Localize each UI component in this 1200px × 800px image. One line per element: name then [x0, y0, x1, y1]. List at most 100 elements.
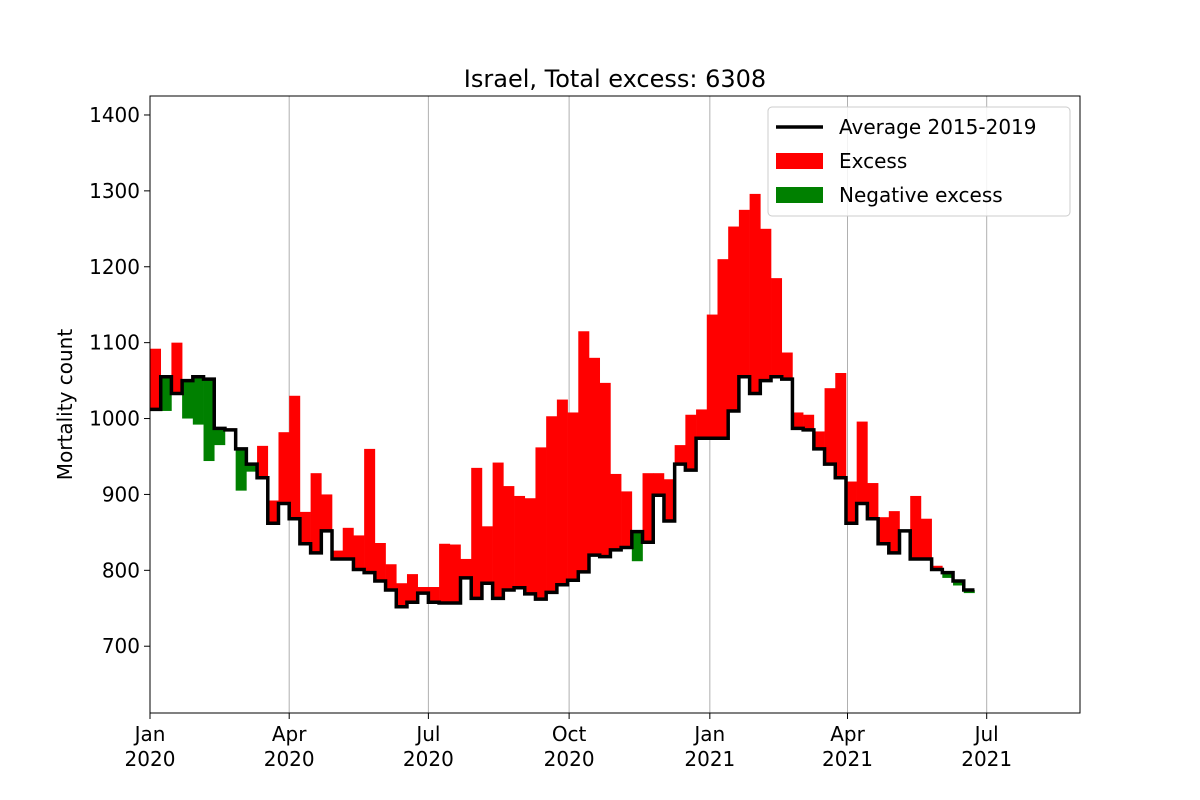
excess-bar: [428, 587, 440, 603]
baseline-line-layer: [150, 375, 975, 609]
excess-bar: [599, 382, 611, 557]
chart-title: Israel, Total excess: 6308: [464, 65, 766, 93]
legend: Average 2015-2019 Excess Negative excess: [767, 106, 1071, 217]
excess-bar: [546, 416, 558, 593]
x-tick-label-month: Apr: [830, 722, 865, 746]
excess-bar: [556, 399, 568, 585]
excess-bar: [278, 432, 290, 504]
excess-bar: [567, 412, 579, 581]
excess-bar: [845, 481, 857, 524]
excess-bar: [385, 564, 397, 591]
excess-bar: [835, 373, 847, 478]
excess-bar: [321, 494, 333, 531]
excess-bar: [171, 342, 183, 394]
legend-swatch-excess: [776, 153, 823, 169]
x-tick-label-month: Jul: [414, 722, 440, 746]
baseline-average-line: [150, 375, 975, 609]
x-tick-label-year: 2020: [264, 747, 315, 771]
excess-bar: [920, 518, 932, 559]
x-tick-label-month: Oct: [552, 722, 587, 746]
y-axis-label: Mortality count: [53, 329, 77, 481]
y-tick-label: 1000: [89, 407, 140, 431]
legend-swatch-negative-excess: [776, 187, 823, 203]
excess-bar: [621, 491, 633, 548]
excess-bar: [535, 447, 547, 600]
excess-bar: [267, 500, 279, 524]
negative-excess-bar: [631, 531, 643, 562]
x-axis-ticks: Jan2020Apr2020Jul2020Oct2020Jan2021Apr20…: [125, 713, 1012, 771]
excess-bar: [931, 565, 943, 570]
legend-label-excess: Excess: [839, 149, 907, 173]
excess-bar: [299, 511, 311, 544]
excess-bar: [310, 473, 322, 553]
excess-bar: [824, 388, 836, 465]
excess-bar: [417, 587, 429, 594]
y-tick-label: 1200: [89, 255, 140, 279]
excess-bar: [449, 544, 461, 603]
excess-bar: [653, 473, 665, 496]
x-tick-label-month: Jul: [973, 722, 999, 746]
excess-bar: [856, 421, 868, 504]
excess-bar: [803, 414, 815, 430]
negative-excess-bar: [246, 464, 258, 472]
y-tick-label: 1400: [89, 103, 140, 127]
plot-frame: [149, 95, 1081, 714]
excess-bar: [439, 543, 451, 603]
y-tick-label: 900: [102, 482, 140, 506]
legend-box: [767, 106, 1071, 217]
x-tick-label-month: Jan: [692, 722, 725, 746]
excess-bar: [728, 226, 740, 411]
excess-bar: [674, 445, 686, 465]
excess-bar: [406, 574, 418, 603]
y-axis-ticks: 700 800 900 1000 1100 1200 1300 1400: [89, 103, 150, 658]
excess-bar: [460, 558, 472, 578]
excess-bar: [910, 495, 922, 559]
negative-excess-bar: [235, 448, 247, 491]
excess-bar: [685, 414, 697, 471]
excess-bar: [610, 473, 622, 550]
y-tick-label: 700: [102, 634, 140, 658]
excess-bar: [760, 228, 772, 381]
excess-bar: [888, 511, 900, 553]
legend-label-average: Average 2015-2019: [839, 115, 1037, 139]
x-tick-label-year: 2020: [125, 747, 176, 771]
excess-bar: [642, 473, 654, 543]
excess-bar: [588, 357, 601, 556]
excess-bar: [492, 462, 504, 599]
excess-bar: [663, 479, 675, 521]
x-tick-label-year: 2021: [961, 747, 1012, 771]
excess-bar: [578, 331, 590, 572]
excess-bar: [257, 445, 269, 478]
negative-excess-bar: [942, 572, 954, 578]
negative-excess-bar: [160, 376, 172, 411]
excess-bar: [738, 209, 750, 377]
excess-bar: [332, 550, 344, 559]
x-tick-label-month: Jan: [133, 722, 166, 746]
excess-bar: [813, 431, 825, 449]
excess-bar: [353, 535, 365, 570]
excess-bar: [781, 352, 793, 380]
excess-bar: [878, 517, 890, 544]
excess-bar: [289, 395, 301, 519]
x-tick-label-month: Apr: [272, 722, 307, 746]
excess-bar: [524, 498, 536, 594]
excess-bar: [471, 467, 483, 599]
excess-bars: [150, 193, 975, 607]
excess-bar: [749, 193, 761, 394]
excess-bar: [771, 278, 783, 377]
negative-excess-bar: [192, 376, 204, 425]
excess-bar: [696, 409, 708, 439]
y-tick-label: 1100: [89, 331, 140, 355]
x-tick-label-year: 2020: [403, 747, 454, 771]
x-tick-label-year: 2021: [684, 747, 735, 771]
excess-bar: [364, 448, 376, 573]
excess-bar: [706, 314, 718, 439]
negative-excess-bar: [953, 580, 965, 586]
excess-bar: [481, 526, 493, 584]
x-tick-label-year: 2021: [822, 747, 873, 771]
excess-bar: [374, 543, 386, 581]
negative-excess-bar: [203, 379, 215, 462]
excess-bar: [514, 495, 526, 588]
excess-bar: [717, 259, 729, 439]
